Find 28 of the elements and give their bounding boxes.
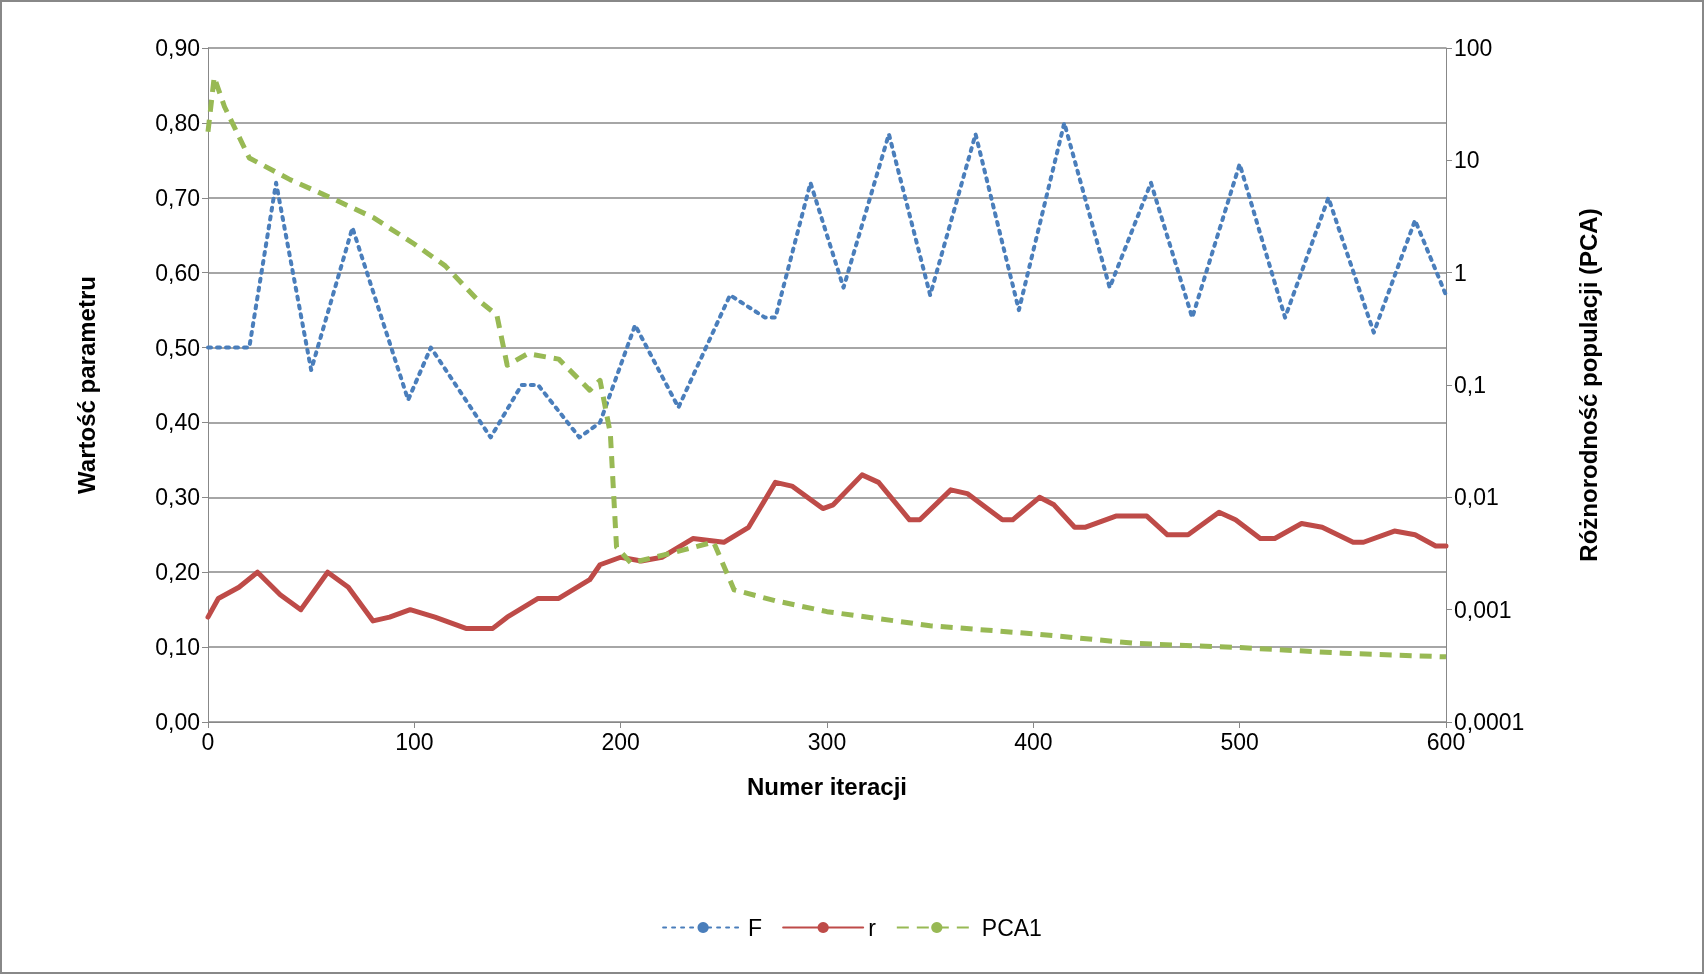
y-tick-label: 0,30 [155,484,200,511]
y-tick-label: 0,70 [155,184,200,211]
y-tick-label: 0,00 [155,709,200,735]
y2-tick-label: 0,01 [1454,484,1499,511]
x-tick-label: 500 [1220,728,1259,755]
y-tick-label: 0,10 [155,634,200,661]
x-tick-label: 200 [601,728,640,755]
x-tick-label: 100 [395,728,434,755]
legend-label: F [748,914,763,941]
y-tick-label: 0,50 [155,334,200,361]
y2-tick-label: 0,1 [1454,372,1486,398]
y2-tick-label: 100 [1454,35,1493,61]
y-tick-label: 0,60 [155,259,200,286]
legend-label: r [868,914,877,941]
y-tick-label: 0,90 [155,35,200,61]
y2-tick-label: 1 [1454,259,1467,286]
x-axis-title: Numer iteracji [746,772,908,800]
x-tick-label: 400 [1014,728,1053,755]
x-tick-label: 0 [201,728,215,755]
y-tick-label: 0,20 [155,559,200,586]
y-tick-label: 0,40 [155,409,200,436]
x-tick-label: 300 [807,728,847,755]
legend-label: PCA1 [981,914,1042,941]
y2-axis-title: Różnorodność populacji (PCA) [1574,208,1602,562]
y-tick-label: 0,80 [155,109,200,136]
y2-tick-label: 0,001 [1454,596,1512,623]
y2-tick-label: 10 [1454,147,1480,174]
y-axis-title: Wartość parametru [72,276,100,494]
